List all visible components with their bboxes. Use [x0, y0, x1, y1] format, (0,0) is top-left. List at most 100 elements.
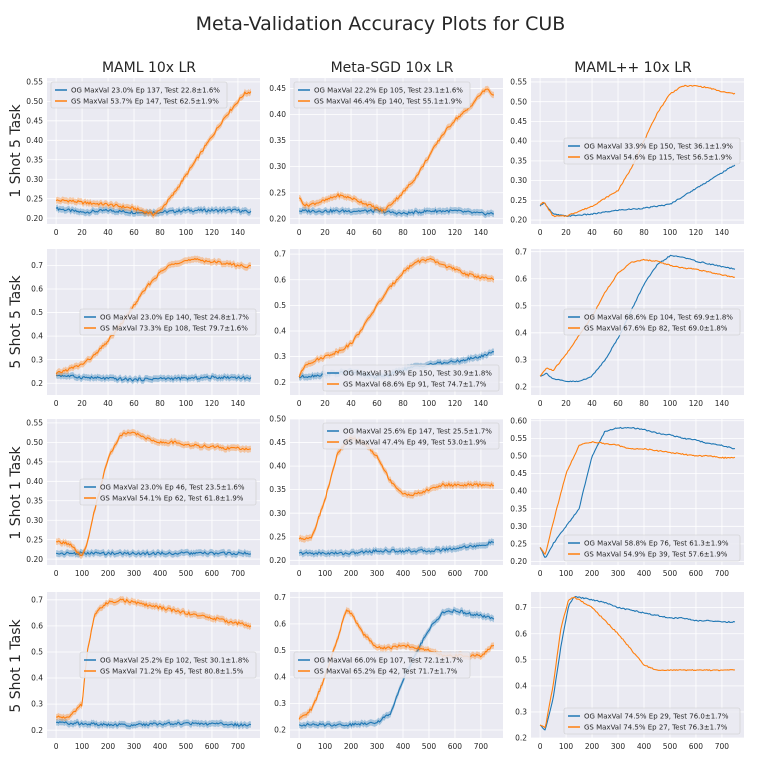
series-area	[539, 596, 736, 731]
series-gs-line	[56, 598, 252, 719]
x-tick-label: 60	[129, 228, 139, 237]
series-og-line	[299, 208, 494, 216]
y-tick-label: 0.45	[510, 469, 527, 478]
y-tick-label: 0.30	[510, 522, 527, 531]
series-og-band	[299, 538, 494, 558]
legend-label: OG MaxVal 33.9% Ep 150, Test 36.1±1.9%	[584, 143, 733, 151]
series-gs-line	[55, 91, 252, 217]
x-tick-label: 60	[613, 228, 623, 237]
x-tick-label: 400	[153, 742, 168, 751]
x-tick-label: 80	[639, 228, 649, 237]
legend-label: OG MaxVal 23.0% Ep 140, Test 24.8±1.7%	[100, 314, 249, 322]
series-gs-band	[299, 255, 494, 381]
y-tick-label: 0.4	[274, 327, 286, 336]
x-tick-label: 40	[103, 399, 113, 408]
series-og-band	[299, 206, 494, 219]
x-tick-label: 0	[538, 569, 543, 578]
legend: OG MaxVal 31.9% Ep 150, Test 30.9±1.8% GS…	[322, 364, 500, 392]
x-tick-label: 100	[422, 228, 437, 237]
series-og-line	[55, 374, 252, 382]
x-tick-label: 600	[689, 742, 704, 751]
x-tick-label: 80	[639, 399, 649, 408]
x-tick-label: 0	[54, 569, 59, 578]
x-tick-label: 80	[398, 399, 408, 408]
x-tick-label: 140	[715, 399, 730, 408]
y-tick-label: 0.25	[269, 188, 286, 197]
x-tick-label: 500	[422, 742, 437, 751]
series-og-line	[539, 596, 736, 731]
x-tick-label: 100	[179, 399, 194, 408]
y-tick-label: 0.4	[31, 674, 43, 683]
y-tick-label: 0.3	[274, 699, 286, 708]
legend: OG MaxVal 25.2% Ep 102, Test 30.1±1.8% GS…	[79, 651, 257, 679]
x-tick-label: 100	[179, 228, 194, 237]
x-tick-label: 20	[77, 228, 87, 237]
panel-r2-c1: 0 100 200 300 400 500 600 700 0.20 0.25 0.30 0.35 0.…	[269, 415, 503, 578]
legend-label: OG MaxVal 25.2% Ep 102, Test 30.1±1.8%	[100, 657, 249, 665]
legend-label: GS MaxVal 47.4% Ep 49, Test 53.0±1.9%	[343, 439, 487, 447]
legend-label: OG MaxVal 58.8% Ep 76, Test 61.3±1.9%	[584, 540, 729, 548]
legend: OG MaxVal 23.0% Ep 137, Test 22.8±1.6% GS…	[50, 81, 228, 109]
x-tick-label: 120	[205, 399, 220, 408]
legend-box	[322, 422, 500, 450]
x-tick-label: 140	[474, 399, 489, 408]
series-gs-line	[55, 431, 251, 557]
x-tick-label: 40	[346, 228, 356, 237]
legend: OG MaxVal 33.9% Ep 150, Test 36.1±1.9% GS…	[563, 137, 741, 165]
y-tick-label: 0.50	[510, 97, 527, 106]
series-og-line	[539, 426, 735, 558]
legend: OG MaxVal 66.0% Ep 107, Test 72.1±1.7% GS…	[293, 651, 471, 679]
x-tick-label: 60	[129, 399, 139, 408]
legend-label: OG MaxVal 23.0% Ep 137, Test 22.8±1.6%	[71, 87, 220, 95]
y-tick-label: 0.40	[26, 136, 43, 145]
series-og-line	[55, 206, 252, 215]
legend-label: GS MaxVal 71.2% Ep 45, Test 80.8±1.5%	[100, 668, 244, 676]
y-tick-label: 0.20	[26, 214, 43, 223]
y-tick-label: 0.50	[510, 452, 527, 461]
figure-title: Meta-Validation Accuracy Plots for CUB	[196, 13, 566, 35]
x-tick-label: 0	[54, 399, 59, 408]
legend-box	[563, 534, 741, 562]
y-tick-label: 0.30	[269, 162, 286, 171]
x-tick-label: 100	[663, 399, 678, 408]
y-tick-label: 0.50	[269, 415, 286, 424]
y-tick-label: 0.3	[31, 355, 43, 364]
legend-label: OG MaxVal 22.2% Ep 105, Test 23.1±1.6%	[314, 87, 463, 95]
x-tick-label: 140	[231, 399, 246, 408]
y-tick-label: 0.6	[274, 275, 286, 284]
panel-r3-c1: 0 100 200 300 400 500 600 700 0.2 0.3 0.4 0.5 0.6 0.7…	[274, 592, 503, 751]
legend-label: GS MaxVal 68.6% Ep 91, Test 74.7±1.7%	[343, 381, 487, 389]
y-tick-label: 0.20	[26, 555, 43, 564]
legend-box	[322, 364, 500, 392]
y-tick-label: 0.2	[274, 378, 286, 387]
x-tick-label: 300	[370, 569, 385, 578]
x-tick-label: 0	[54, 742, 59, 751]
series-gs-band	[56, 255, 251, 377]
y-tick-label: 0.4	[515, 328, 527, 337]
x-tick-label: 0	[54, 228, 59, 237]
x-tick-label: 100	[75, 742, 90, 751]
legend-box	[79, 308, 257, 336]
x-tick-label: 700	[231, 569, 246, 578]
y-tick-label: 0.2	[31, 379, 43, 388]
x-tick-label: 20	[320, 228, 330, 237]
legend-box	[50, 81, 228, 109]
y-tick-label: 0.55	[510, 78, 527, 87]
x-tick-label: 80	[398, 228, 408, 237]
x-tick-label: 400	[153, 569, 168, 578]
y-tick-label: 0.2	[31, 726, 43, 735]
x-tick-label: 40	[587, 399, 597, 408]
series-area	[539, 254, 736, 383]
x-tick-label: 300	[370, 742, 385, 751]
panel-r2-c2: 0 100 200 300 400 500 600 700 0.20 0.25 0.30 0.35 0.…	[510, 416, 744, 578]
y-tick-label: 0.35	[510, 156, 527, 165]
x-tick-label: 60	[613, 399, 623, 408]
series-gs-line	[298, 88, 494, 212]
legend: OG MaxVal 23.0% Ep 46, Test 23.5±1.6% GS …	[79, 478, 257, 506]
legend-label: GS MaxVal 73.3% Ep 108, Test 79.7±1.6%	[100, 325, 248, 333]
x-tick-label: 400	[637, 569, 652, 578]
x-tick-label: 120	[448, 399, 463, 408]
y-tick-label: 0.5	[515, 301, 527, 310]
series-og-band	[56, 204, 251, 217]
x-tick-label: 20	[320, 399, 330, 408]
